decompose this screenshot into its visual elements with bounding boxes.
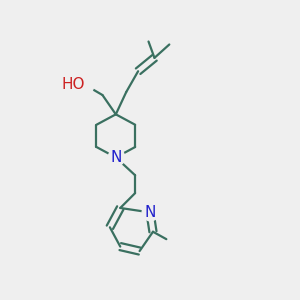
Text: N: N bbox=[110, 150, 122, 165]
Text: HO: HO bbox=[61, 77, 85, 92]
Text: N: N bbox=[144, 205, 156, 220]
